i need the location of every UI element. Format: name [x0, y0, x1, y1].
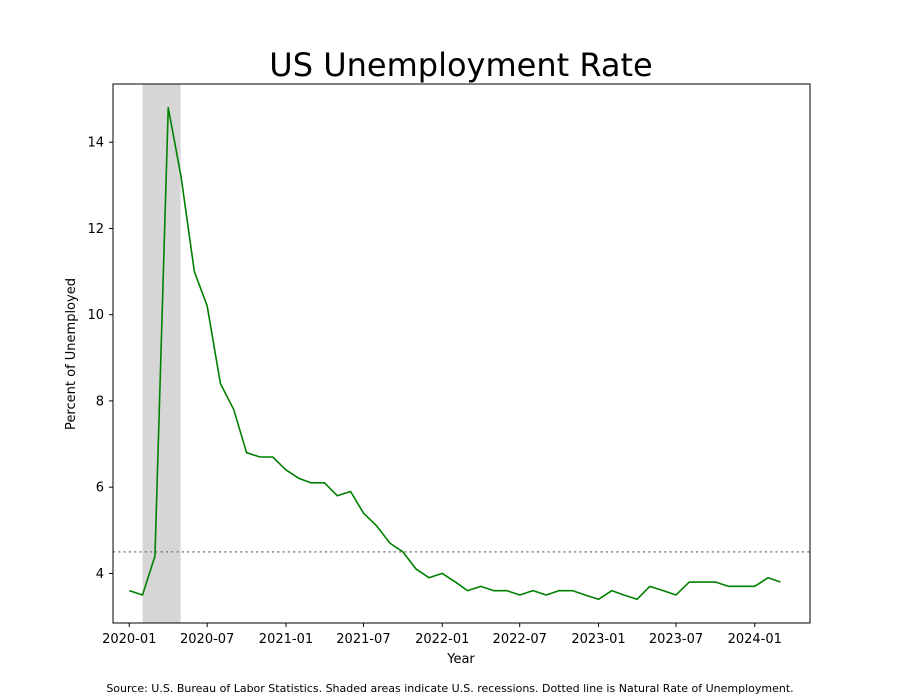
x-tick-label: 2021-07: [336, 632, 390, 647]
x-tick-label: 2024-01: [728, 632, 782, 647]
x-tick-label: 2022-01: [415, 632, 469, 647]
x-axis-label: Year: [446, 652, 475, 667]
plot-background: [113, 84, 810, 623]
x-tick-label: 2023-07: [649, 632, 703, 647]
plot-border: [112, 83, 811, 624]
x-tick-label: 2020-07: [180, 632, 234, 647]
y-tick-label: 4: [96, 567, 104, 582]
y-tick-label: 14: [87, 136, 104, 151]
x-tick-label: 2020-01: [102, 632, 156, 647]
x-axis: 2020-01 2020-07 2021-01 2021-07 2022-01 2022-…: [102, 623, 782, 647]
plot-area: [113, 84, 810, 623]
x-tick-label: 2022-07: [493, 632, 547, 647]
x-tick-label: 2023-01: [571, 632, 625, 647]
source-footnote: Source: U.S. Bureau of Labor Statistics.…: [106, 682, 794, 695]
y-axis: 4 6 8 10 12 14: [87, 136, 113, 582]
series-layer: [129, 106, 781, 601]
x-tick-label: 2021-01: [259, 632, 313, 647]
y-tick-label: 8: [96, 394, 104, 409]
y-axis-label: Percent of Unemployed: [64, 278, 79, 430]
plot-frame: [112, 83, 811, 624]
y-tick-label: 6: [96, 481, 104, 496]
series-line-0: [129, 106, 781, 601]
chart-title: US Unemployment Rate: [269, 46, 652, 84]
y-tick-label: 12: [87, 222, 104, 237]
y-tick-label: 10: [87, 308, 104, 323]
